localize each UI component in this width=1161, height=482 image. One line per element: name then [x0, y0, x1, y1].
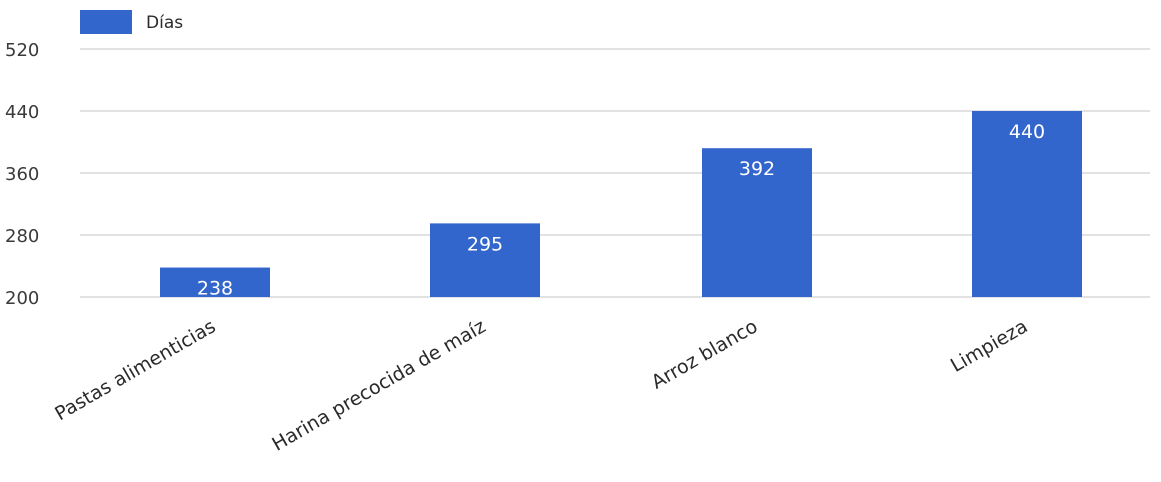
y-tick-label: 520 [5, 40, 39, 61]
y-tick-label: 280 [5, 226, 39, 247]
data-label: 295 [467, 233, 503, 255]
bars [160, 111, 1082, 297]
data-label: 238 [197, 278, 233, 300]
bar [702, 148, 812, 297]
legend: Días [80, 10, 183, 34]
x-tick-label: Arroz blanco [648, 315, 762, 393]
data-labels: 238 295 392 440 [197, 121, 1045, 300]
legend-swatch [80, 10, 132, 34]
bar [430, 223, 540, 297]
gridlines [80, 48, 1150, 298]
y-tick-label: 360 [5, 164, 39, 185]
x-tick-label: Limpieza [947, 315, 1032, 377]
bar [972, 111, 1082, 297]
x-axis-labels: Pastas alimenticias Harina precocida de m… [51, 315, 1031, 455]
bar [160, 267, 270, 297]
x-tick-label: Harina precocida de maíz [268, 315, 489, 455]
x-tick-label: Pastas alimenticias [51, 315, 219, 425]
data-label: 392 [739, 158, 775, 180]
data-label: 440 [1009, 121, 1045, 143]
y-tick-label: 200 [5, 288, 39, 309]
legend-label: Días [146, 13, 183, 33]
y-tick-label: 440 [5, 102, 39, 123]
y-axis-labels: 200 280 360 440 520 [5, 40, 39, 309]
